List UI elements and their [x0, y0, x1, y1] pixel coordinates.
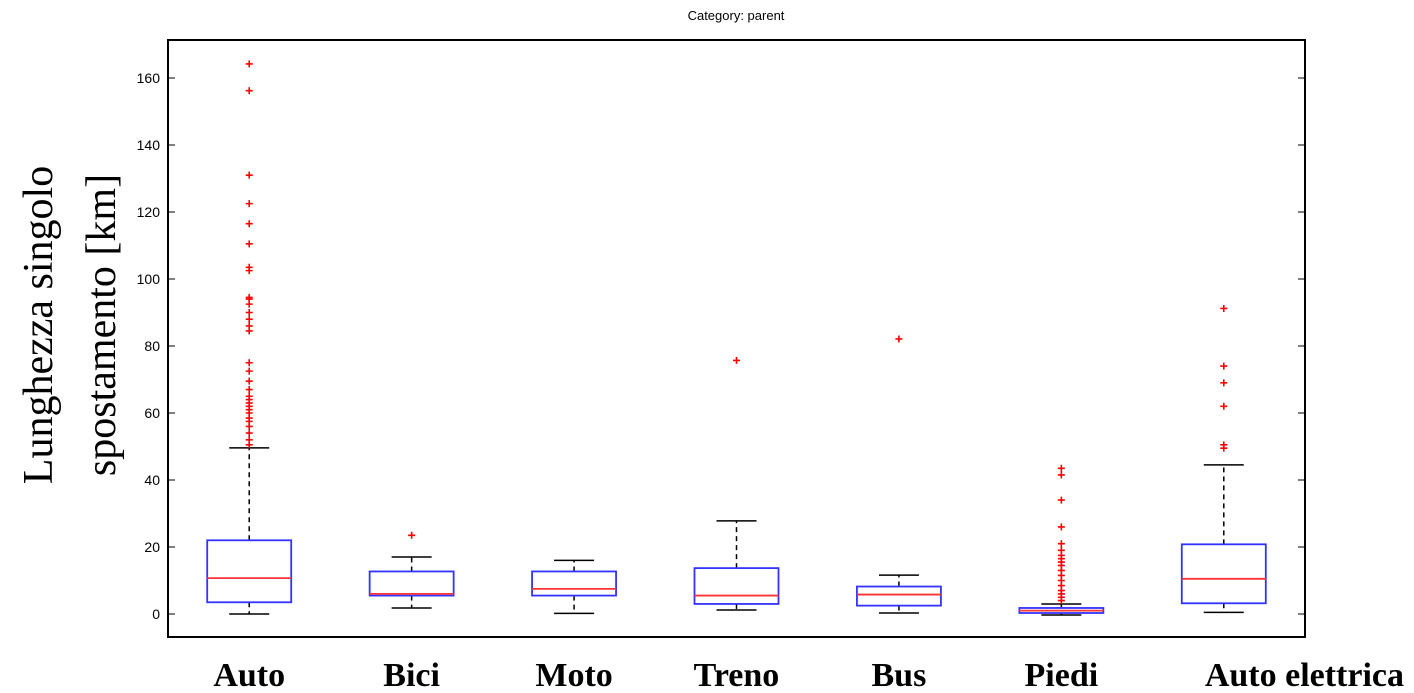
- y-tick-label: 60: [144, 405, 160, 421]
- outlier-point: [408, 531, 416, 539]
- x-category-label: Treno: [694, 657, 780, 693]
- y-tick-label: 120: [137, 204, 161, 220]
- outlier-point: [245, 263, 253, 271]
- y-tick-label: 0: [152, 606, 160, 622]
- y-axis-ticks: 0 20 40 60 80 100 120 140 160: [137, 70, 1305, 622]
- outlier-point: [1220, 362, 1228, 370]
- y-axis-label-line: spostamento [km]: [79, 174, 125, 476]
- x-axis-categories: Auto Bici Moto Treno Bus Piedi Auto elettrica: [213, 657, 1404, 693]
- outlier-point: [1057, 471, 1065, 479]
- x-category-label: Auto: [213, 657, 285, 693]
- outlier-point: [245, 240, 253, 248]
- outlier-point: [245, 386, 253, 394]
- outlier-point: [1057, 464, 1065, 472]
- outlier-point: [1057, 540, 1065, 548]
- x-category-label: Piedi: [1025, 657, 1099, 693]
- outlier-point: [1057, 546, 1065, 554]
- chart-title: Category: parent: [688, 8, 785, 23]
- box-iqr: [531, 570, 617, 597]
- outlier-point: [733, 356, 740, 364]
- outlier-point: [1220, 402, 1228, 410]
- outlier-point: [245, 220, 253, 228]
- outlier-point: [245, 367, 253, 375]
- x-category-label: Bus: [872, 657, 927, 693]
- box-iqr: [1180, 543, 1267, 605]
- x-category-label: Moto: [535, 657, 612, 693]
- y-tick-label: 20: [144, 539, 160, 555]
- box-iqr: [368, 570, 455, 597]
- outlier-point: [245, 309, 253, 316]
- outlier-point: [895, 335, 903, 343]
- outlier-point: [245, 377, 253, 385]
- y-tick-label: 160: [137, 70, 161, 86]
- x-category-label: Auto elettrica: [1205, 657, 1404, 693]
- outlier-point: [1220, 441, 1228, 449]
- y-axis-label-line: Lunghezza singolo: [16, 166, 62, 484]
- y-tick-label: 140: [137, 137, 161, 153]
- box-iqr: [856, 585, 942, 607]
- outlier-point: [245, 322, 253, 330]
- outlier-point: [245, 392, 253, 400]
- outlier-point: [245, 171, 253, 179]
- outlier-point: [245, 293, 253, 301]
- box-series: [206, 60, 1267, 616]
- y-tick-label: 40: [144, 472, 160, 488]
- outlier-point: [245, 87, 253, 95]
- y-tick-label: 80: [144, 338, 160, 354]
- outlier-point: [245, 359, 253, 367]
- box-iqr: [693, 567, 780, 605]
- box-iqr: [206, 539, 293, 604]
- outlier-point: [245, 60, 253, 68]
- outlier-point: [245, 315, 253, 323]
- x-category-label: Bici: [383, 657, 440, 693]
- plot-frame: [167, 39, 1306, 638]
- y-axis-label: Lunghezza singolo spostamento [km]: [16, 166, 125, 484]
- outlier-point: [1220, 379, 1228, 387]
- outlier-point: [245, 200, 253, 208]
- y-tick-label: 100: [137, 271, 161, 287]
- outlier-point: [1220, 304, 1228, 312]
- outlier-point: [245, 429, 253, 437]
- outlier-point: [1057, 496, 1065, 504]
- outlier-point: [245, 436, 253, 444]
- outlier-point: [1057, 523, 1065, 531]
